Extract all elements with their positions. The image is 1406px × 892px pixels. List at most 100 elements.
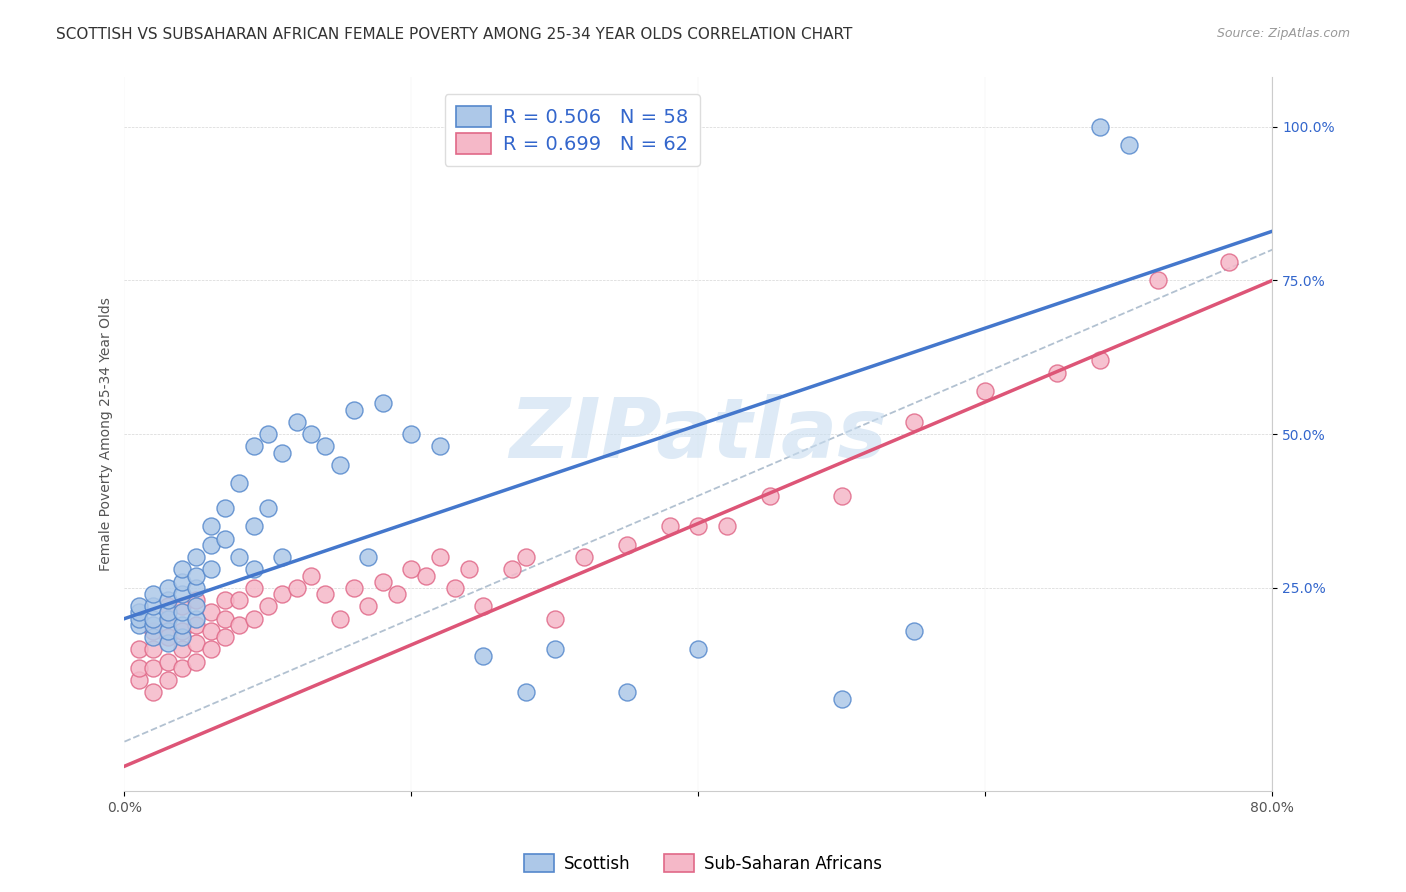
Point bbox=[170, 599, 193, 614]
Point bbox=[1218, 255, 1240, 269]
Point bbox=[515, 550, 537, 565]
Point bbox=[401, 562, 423, 576]
Point bbox=[401, 427, 423, 442]
Point bbox=[128, 612, 150, 626]
Point bbox=[429, 550, 451, 565]
Point bbox=[214, 500, 236, 515]
Point bbox=[186, 612, 208, 626]
Point bbox=[156, 624, 179, 638]
Point bbox=[357, 599, 380, 614]
Point bbox=[903, 624, 925, 638]
Point bbox=[385, 587, 408, 601]
Point bbox=[142, 617, 165, 632]
Point bbox=[214, 612, 236, 626]
Point bbox=[228, 593, 250, 607]
Point bbox=[228, 550, 250, 565]
Point bbox=[472, 648, 495, 663]
Point bbox=[257, 599, 280, 614]
Point bbox=[214, 532, 236, 546]
Point bbox=[170, 630, 193, 644]
Point bbox=[170, 661, 193, 675]
Point bbox=[759, 489, 782, 503]
Point bbox=[429, 439, 451, 453]
Point bbox=[142, 685, 165, 699]
Point bbox=[515, 685, 537, 699]
Point bbox=[142, 599, 165, 614]
Point bbox=[128, 661, 150, 675]
Point bbox=[1090, 120, 1112, 134]
Point bbox=[170, 574, 193, 589]
Point bbox=[329, 458, 352, 472]
Point bbox=[271, 445, 294, 459]
Point bbox=[242, 562, 264, 576]
Point bbox=[831, 489, 853, 503]
Text: SCOTTISH VS SUBSAHARAN AFRICAN FEMALE POVERTY AMONG 25-34 YEAR OLDS CORRELATION : SCOTTISH VS SUBSAHARAN AFRICAN FEMALE PO… bbox=[56, 27, 852, 42]
Point bbox=[200, 538, 222, 552]
Point bbox=[142, 587, 165, 601]
Point bbox=[572, 550, 595, 565]
Point bbox=[156, 599, 179, 614]
Point bbox=[170, 606, 193, 620]
Point bbox=[616, 685, 638, 699]
Point bbox=[271, 550, 294, 565]
Point bbox=[228, 617, 250, 632]
Point bbox=[142, 624, 165, 638]
Point bbox=[200, 519, 222, 533]
Point bbox=[214, 630, 236, 644]
Point bbox=[831, 691, 853, 706]
Point bbox=[170, 617, 193, 632]
Point bbox=[544, 612, 567, 626]
Legend: Scottish, Sub-Saharan Africans: Scottish, Sub-Saharan Africans bbox=[517, 847, 889, 880]
Point bbox=[299, 568, 322, 582]
Point bbox=[170, 562, 193, 576]
Point bbox=[186, 550, 208, 565]
Point bbox=[1118, 138, 1140, 153]
Point bbox=[156, 655, 179, 669]
Point bbox=[200, 642, 222, 657]
Point bbox=[299, 427, 322, 442]
Point bbox=[156, 606, 179, 620]
Point bbox=[688, 519, 710, 533]
Point bbox=[128, 599, 150, 614]
Point bbox=[186, 568, 208, 582]
Point bbox=[142, 612, 165, 626]
Text: ZIPatlas: ZIPatlas bbox=[509, 393, 887, 475]
Point bbox=[200, 606, 222, 620]
Point bbox=[371, 396, 394, 410]
Point bbox=[128, 606, 150, 620]
Point bbox=[128, 673, 150, 687]
Point bbox=[156, 612, 179, 626]
Point bbox=[658, 519, 681, 533]
Point bbox=[156, 630, 179, 644]
Point bbox=[1146, 273, 1168, 287]
Point bbox=[688, 642, 710, 657]
Point bbox=[1090, 353, 1112, 368]
Point bbox=[186, 581, 208, 595]
Point bbox=[1046, 366, 1069, 380]
Point bbox=[142, 630, 165, 644]
Point bbox=[343, 581, 366, 595]
Point bbox=[242, 519, 264, 533]
Point bbox=[257, 427, 280, 442]
Point bbox=[214, 593, 236, 607]
Point bbox=[186, 636, 208, 650]
Point bbox=[242, 581, 264, 595]
Point bbox=[170, 624, 193, 638]
Point bbox=[314, 439, 336, 453]
Point bbox=[285, 415, 308, 429]
Point bbox=[186, 655, 208, 669]
Point bbox=[329, 612, 352, 626]
Point bbox=[156, 612, 179, 626]
Point bbox=[186, 617, 208, 632]
Point bbox=[242, 612, 264, 626]
Point bbox=[974, 384, 997, 398]
Point bbox=[142, 661, 165, 675]
Point bbox=[314, 587, 336, 601]
Point bbox=[271, 587, 294, 601]
Text: Source: ZipAtlas.com: Source: ZipAtlas.com bbox=[1216, 27, 1350, 40]
Point bbox=[415, 568, 437, 582]
Point bbox=[371, 574, 394, 589]
Point bbox=[242, 439, 264, 453]
Point bbox=[472, 599, 495, 614]
Point bbox=[285, 581, 308, 595]
